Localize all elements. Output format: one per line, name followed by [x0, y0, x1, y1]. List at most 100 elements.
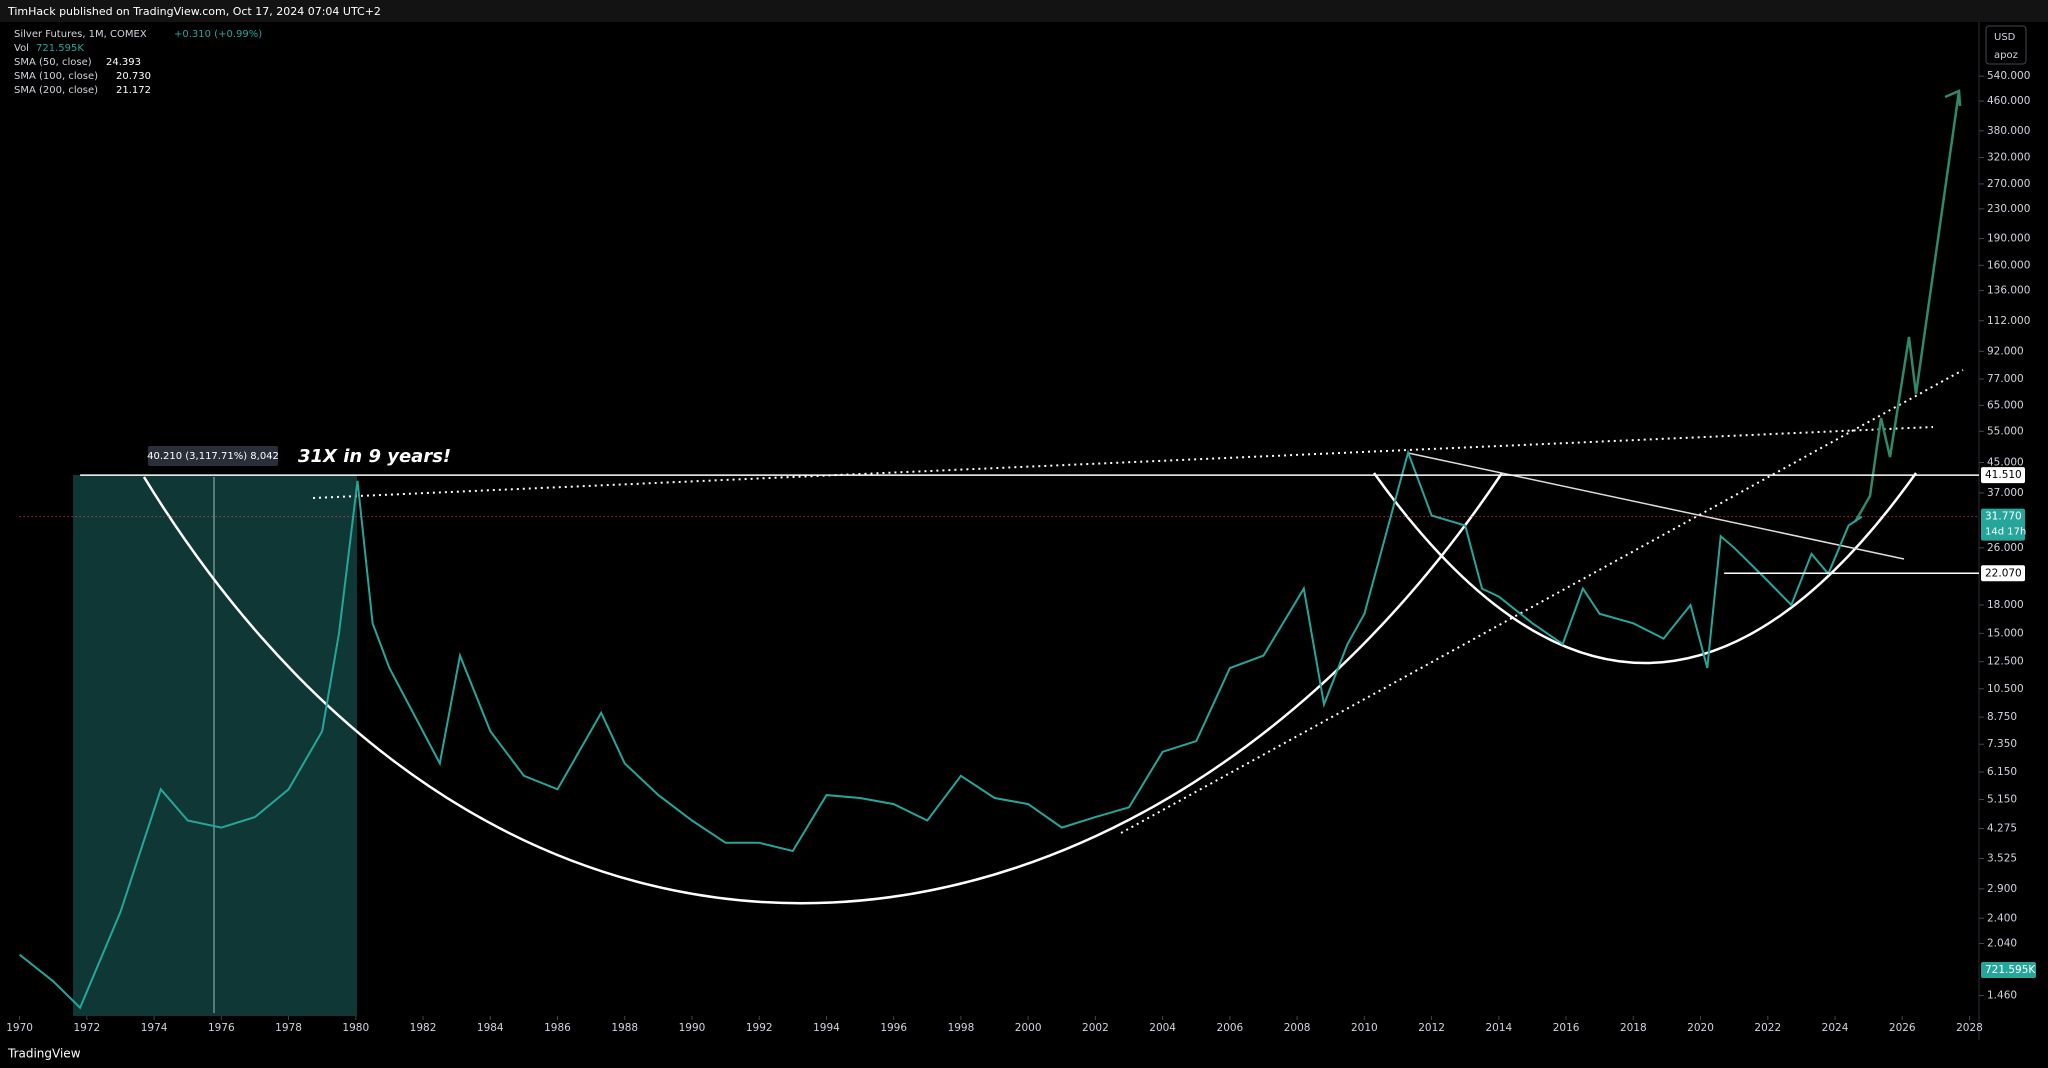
x-tick-label: 2008: [1284, 1022, 1311, 1034]
y-tick-label: 65.000: [1987, 399, 2024, 411]
symbol: Silver Futures, 1M, COMEX: [14, 29, 147, 40]
x-tick-label: 2006: [1217, 1022, 1244, 1034]
price-label-box: [1981, 508, 2025, 541]
y-tick-label: 540.000: [1987, 70, 2030, 82]
y-tick-label: 26.000: [1987, 542, 2024, 554]
x-tick-label: 1982: [410, 1022, 437, 1034]
y-tick-label: 5.150: [1987, 794, 2017, 806]
y-tick-label: 12.500: [1987, 656, 2024, 668]
y-tick-label: 18.000: [1987, 599, 2024, 611]
y-tick-label: 112.000: [1987, 315, 2030, 327]
y-tick-label: 2.400: [1987, 912, 2017, 924]
sma-name: SMA (200, close): [14, 85, 98, 96]
x-tick-label: 2028: [1956, 1022, 1983, 1034]
price-line: [18, 449, 1863, 1010]
y-tick-label: 45.000: [1987, 457, 2024, 469]
y-tick-label: 136.000: [1987, 285, 2030, 297]
y-tick-label: 37.000: [1987, 487, 2024, 499]
x-tick-label: 2014: [1485, 1022, 1512, 1034]
header-bar: [0, 0, 2048, 22]
y-tick-label: 2.040: [1987, 938, 2017, 950]
price-label: 41.510: [1985, 469, 2022, 481]
x-tick-label: 2018: [1620, 1022, 1647, 1034]
annotation: 31X in 9 years!: [298, 446, 451, 467]
sma-name: SMA (100, close): [14, 71, 98, 82]
x-tick-label: 1970: [6, 1022, 33, 1034]
y-tick-label: 270.000: [1987, 178, 2030, 190]
y-tick-label: 6.150: [1987, 766, 2017, 778]
x-tick-label: 2004: [1149, 1022, 1176, 1034]
price-label: 22.070: [1985, 567, 2022, 579]
x-tick-label: 2010: [1351, 1022, 1378, 1034]
x-tick-label: 1988: [611, 1022, 638, 1034]
y-tick-label: 8.750: [1987, 711, 2017, 723]
y-tick-label: 10.500: [1987, 683, 2024, 695]
y-tick-label: 7.350: [1987, 738, 2017, 750]
currency-box[interactable]: [1985, 25, 2027, 65]
trend-line: [1407, 452, 1905, 560]
y-tick-label: 190.000: [1987, 233, 2030, 245]
y-tick-label: 2.900: [1987, 883, 2017, 895]
trend-dotted: [312, 426, 1934, 499]
footer: TradingView: [7, 1047, 81, 1061]
x-tick-label: 1980: [342, 1022, 369, 1034]
legend: Silver Futures, 1M, COMEX +0.310 (+0.99%…: [14, 29, 262, 96]
header: TimHack published on TradingView.com, Oc…: [7, 5, 381, 18]
trend-dotted: [1120, 369, 1964, 834]
cup-large: [142, 472, 1504, 905]
vol-value: 721.595K: [36, 43, 84, 54]
countdown: 14d 17h: [1985, 527, 2026, 538]
y-tick-label: 92.000: [1987, 345, 2024, 357]
volume-label-box: [1981, 962, 2036, 978]
x-tick-label: 1978: [275, 1022, 302, 1034]
y-tick-label: 230.000: [1987, 203, 2030, 215]
x-tick-label: 1992: [746, 1022, 773, 1034]
sma-value: 20.730: [116, 71, 151, 82]
x-tick-label: 1976: [208, 1022, 235, 1034]
x-tick-label: 2016: [1553, 1022, 1580, 1034]
x-tick-label: 1984: [477, 1022, 504, 1034]
x-tick-label: 1996: [880, 1022, 907, 1034]
measure-box: [148, 446, 278, 466]
y-tick-label: 55.000: [1987, 425, 2024, 437]
currency: USD: [1994, 32, 2016, 43]
price-label-box: [1981, 565, 2025, 582]
y-tick-label: 380.000: [1987, 125, 2030, 137]
measure-label: 40.210 (3,117.71%) 8,042: [147, 451, 279, 462]
y-tick-label: 3.525: [1987, 852, 2017, 864]
projection: [1853, 90, 1961, 523]
sma-name: SMA (50, close): [14, 57, 92, 68]
y-tick-label: 15.000: [1987, 627, 2024, 639]
y-tick-label: 4.275: [1987, 823, 2017, 835]
y-tick-label: 460.000: [1987, 95, 2030, 107]
sma-value: 24.393: [106, 57, 141, 68]
x-tick-label: 1974: [141, 1022, 168, 1034]
x-tick-label: 2002: [1082, 1022, 1109, 1034]
x-tick-label: 2024: [1822, 1022, 1849, 1034]
price-label: 31.770: [1985, 511, 2022, 523]
sma-value: 21.172: [116, 85, 151, 96]
y-tick-label: 160.000: [1987, 259, 2030, 271]
y-tick-label: 77.000: [1987, 373, 2024, 385]
measure-zone: [73, 475, 357, 1016]
x-tick-label: 2020: [1687, 1022, 1714, 1034]
x-tick-label: 1986: [544, 1022, 571, 1034]
projection-arrow: [1944, 89, 1962, 107]
x-tick-label: 1998: [948, 1022, 975, 1034]
vol-label: Vol: [14, 43, 29, 54]
x-tick-label: 2022: [1754, 1022, 1781, 1034]
y-tick-label: 1.460: [1987, 990, 2017, 1002]
cup-small: [1372, 472, 1918, 665]
change: +0.310 (+0.99%): [174, 29, 262, 40]
volume-label: 721.595K: [1985, 964, 2036, 976]
x-tick-label: 1990: [679, 1022, 706, 1034]
y-tick-label: 320.000: [1987, 152, 2030, 164]
price-label-box: [1981, 467, 2025, 484]
x-tick-label: 2026: [1889, 1022, 1916, 1034]
x-tick-label: 1994: [813, 1022, 840, 1034]
scale-mode: apoz: [1994, 50, 2018, 61]
x-tick-label: 1972: [73, 1022, 100, 1034]
x-tick-label: 2012: [1418, 1022, 1445, 1034]
